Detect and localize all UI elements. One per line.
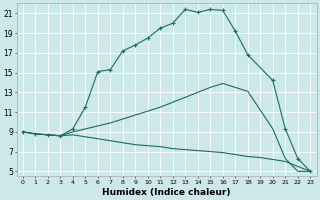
X-axis label: Humidex (Indice chaleur): Humidex (Indice chaleur) — [102, 188, 231, 197]
